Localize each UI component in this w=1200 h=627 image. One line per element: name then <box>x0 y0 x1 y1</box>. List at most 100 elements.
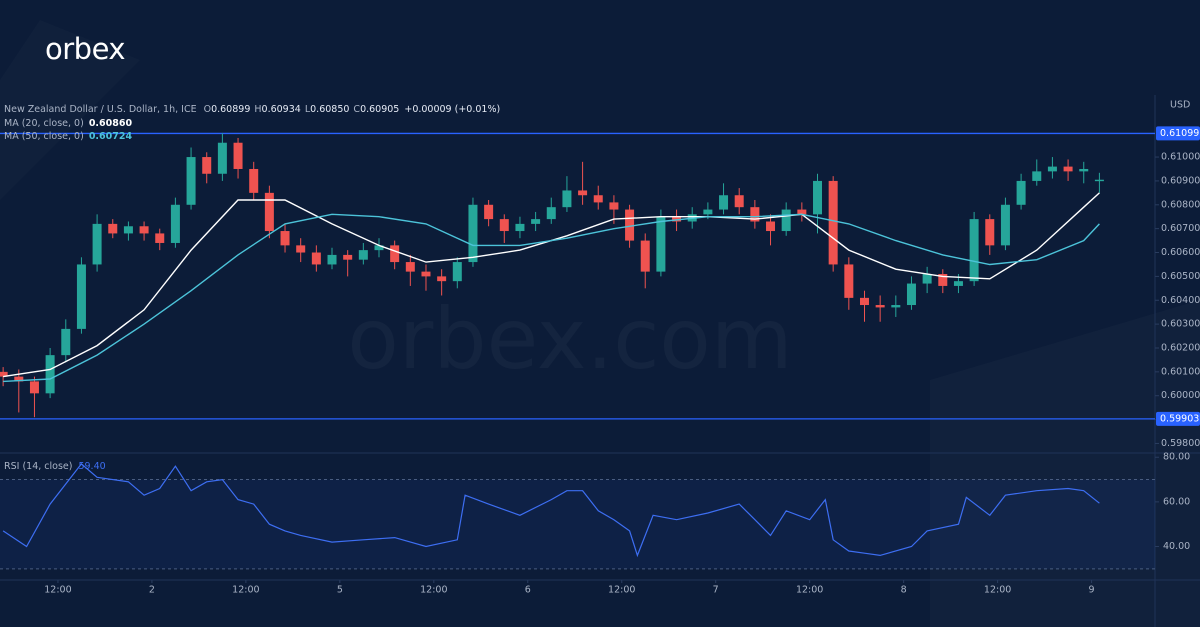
candle-body <box>593 195 603 203</box>
quote-key: O <box>204 104 211 115</box>
candle-body <box>155 233 165 243</box>
candle-body <box>750 207 760 222</box>
candle-body <box>531 219 541 224</box>
candle-body <box>985 219 995 246</box>
candle-body <box>29 381 39 394</box>
y-tick-label: 0.60600 <box>1161 247 1200 258</box>
candle-body <box>1079 168 1089 172</box>
x-tick-label: 12:00 <box>232 585 259 596</box>
decor <box>930 300 1200 627</box>
candle-body <box>14 376 24 382</box>
candle-body <box>108 223 118 234</box>
x-tick-label: 12:00 <box>44 585 71 596</box>
candle-body <box>875 305 885 308</box>
quote-key: H <box>254 104 261 115</box>
candle-body <box>797 209 807 215</box>
ma-value: 0.60724 <box>89 131 133 142</box>
candle-body <box>844 264 854 298</box>
x-tick-label: 5 <box>337 585 343 596</box>
x-tick-label: 2 <box>149 585 155 596</box>
candle-body <box>452 262 462 282</box>
y-tick-label: 0.60500 <box>1161 271 1200 282</box>
candle-body <box>546 207 556 220</box>
candle-body <box>969 219 979 282</box>
x-tick-label: 12:00 <box>796 585 823 596</box>
candle-body <box>249 168 259 193</box>
rsi-value: 59.40 <box>78 461 105 472</box>
candle-body <box>515 223 525 232</box>
level-label: 0.61099 <box>1160 128 1199 139</box>
candle-body <box>813 180 823 215</box>
candle-body <box>139 226 149 234</box>
ma-legend: MA (20, close, 0) 0.60860 <box>4 118 132 129</box>
y-tick-label: 40.00 <box>1163 541 1190 552</box>
candle-body <box>859 297 869 306</box>
level-tag <box>1156 411 1200 426</box>
candle-body <box>922 274 932 284</box>
candle-body <box>390 245 400 263</box>
candle-body <box>1016 180 1026 205</box>
ma-name: MA (20, close, 0) <box>4 118 84 129</box>
y-tick-label: 0.60300 <box>1161 319 1200 330</box>
candle-body <box>625 209 635 241</box>
candle-body <box>1000 204 1010 246</box>
candle-body <box>0 371 8 377</box>
candle-body <box>953 281 963 286</box>
ma-line <box>2 192 1100 378</box>
y-tick-label: 0.61000 <box>1161 152 1200 163</box>
y-tick-label: 80.00 <box>1163 452 1190 463</box>
candle-body <box>828 180 838 265</box>
candle-body <box>562 190 572 208</box>
symbol-title: New Zealand Dollar / U.S. Dollar, 1h, IC… <box>4 104 197 115</box>
quote-change: +0.00009 (+0.01%) <box>404 104 500 115</box>
x-tick-label: 6 <box>525 585 531 596</box>
candle-body <box>123 226 133 234</box>
x-tick-label: 8 <box>901 585 907 596</box>
candle-body <box>374 245 384 251</box>
x-tick-label: 12:00 <box>420 585 447 596</box>
quote-key: L <box>305 104 311 115</box>
candle-body <box>311 252 321 265</box>
candle-body <box>891 305 901 308</box>
rsi-name: RSI (14, close) <box>4 461 72 472</box>
y-tick-label: 0.60400 <box>1161 295 1200 306</box>
candle-body <box>92 223 102 265</box>
candle-body <box>233 142 243 169</box>
y-tick-label: 0.59800 <box>1161 438 1200 449</box>
candle-body <box>1094 179 1104 182</box>
level-tag <box>1156 126 1200 141</box>
y-tick-label: 0.60000 <box>1161 390 1200 401</box>
candle-body <box>719 195 729 210</box>
quote-value: 0.60934 <box>262 104 301 115</box>
y-tick-label: 0.60900 <box>1161 175 1200 186</box>
candle-body <box>938 274 948 286</box>
quote-key: C <box>353 104 360 115</box>
candle-body <box>484 204 494 220</box>
quote-value: 0.60899 <box>211 104 250 115</box>
candle-body <box>61 328 71 356</box>
candle-body <box>640 240 650 272</box>
rsi-line <box>2 463 1100 558</box>
candle-body <box>781 209 791 232</box>
candle-body <box>327 254 337 265</box>
candle-body <box>296 245 306 253</box>
ma-line <box>3 213 1100 383</box>
quote-value: 0.60850 <box>310 104 349 115</box>
x-tick-label: 12:00 <box>608 585 635 596</box>
candle-body <box>45 355 55 394</box>
candle-body <box>437 276 447 282</box>
y-tick-label: 0.60700 <box>1161 223 1200 234</box>
y-tick-label: 0.60100 <box>1161 366 1200 377</box>
candle-body <box>358 250 368 260</box>
candle-body <box>1032 171 1042 181</box>
candle-body <box>76 264 86 329</box>
y-axis-label: USD <box>1170 100 1190 111</box>
candle-body <box>1047 166 1057 172</box>
level-label: 0.59903 <box>1160 413 1199 424</box>
ma-legend: MA (50, close, 0) 0.60724 <box>4 131 132 142</box>
candle-body <box>405 262 415 272</box>
candle-body <box>766 221 776 232</box>
candle-body <box>468 204 478 263</box>
ma-value: 0.60860 <box>89 118 133 129</box>
candle-body <box>656 216 666 272</box>
